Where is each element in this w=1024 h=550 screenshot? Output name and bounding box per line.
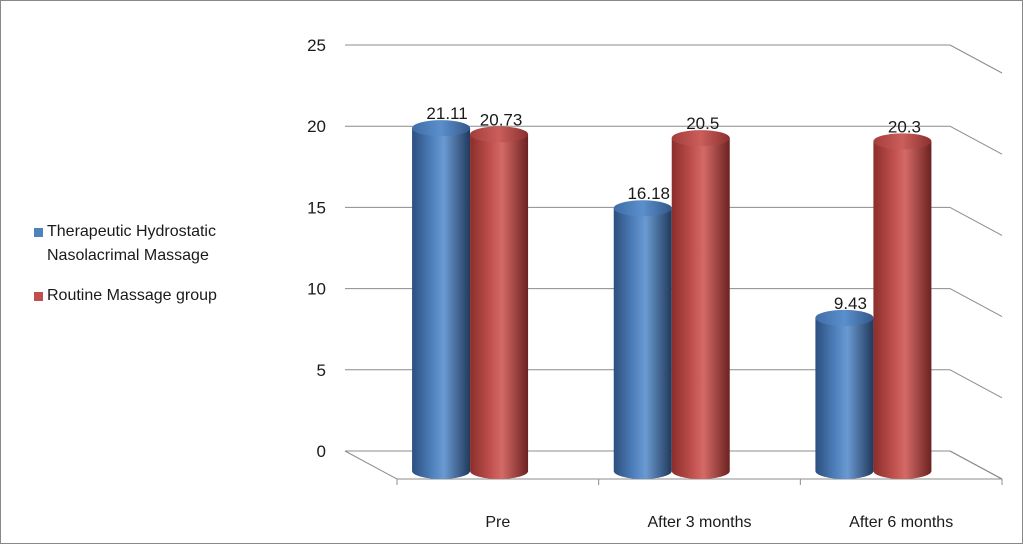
x-tick-label: After 6 months (849, 514, 953, 531)
legend-swatch-blue (34, 228, 43, 237)
bar-top (671, 130, 730, 147)
bar-layer (412, 120, 932, 480)
bar-top (613, 200, 672, 217)
bar (671, 130, 730, 479)
bar-top (815, 309, 874, 326)
bar-body (470, 134, 529, 480)
label-layer: 21.11 20.73 16.18 20.5 9.43 20.3 (426, 104, 921, 313)
data-label: 21.11 (426, 104, 467, 123)
bar (613, 200, 672, 479)
y-tick-label: 15 (307, 198, 326, 217)
y-tick-label: 0 (317, 442, 326, 461)
bar-top (873, 133, 932, 150)
y-tick-label: 10 (307, 280, 326, 299)
bar-body (412, 128, 471, 480)
bar-body (873, 141, 932, 479)
y-tick-label: 25 (307, 36, 326, 55)
gridline-depth (949, 206, 1003, 236)
bar (470, 126, 529, 480)
gridline-depth (949, 44, 1003, 74)
legend-label: Therapeutic Hydrostatic Nasolacrimal Mas… (47, 223, 216, 264)
bar (815, 309, 874, 479)
gridline-depth (949, 369, 1003, 399)
bar-top (412, 120, 471, 137)
bar (873, 133, 932, 479)
legend-swatch-red (34, 292, 43, 301)
data-label: 9.43 (834, 294, 867, 313)
y-tick-label: 20 (307, 117, 326, 136)
gridline-depth (949, 450, 1003, 480)
bar-top (470, 126, 529, 143)
x-tick-label: After 3 months (647, 514, 751, 531)
bar-body (815, 317, 874, 479)
data-label: 20.3 (888, 117, 921, 136)
data-label: 20.5 (686, 114, 719, 133)
legend-item-series-2: Routine Massage group (34, 284, 294, 308)
bar-body (671, 138, 730, 479)
gridline-depth (949, 288, 1003, 318)
legend-item-series-1: Therapeutic Hydrostatic Nasolacrimal Mas… (34, 220, 294, 268)
data-label: 16.18 (627, 184, 670, 203)
y-tick-label: 5 (317, 361, 326, 380)
bar (412, 120, 471, 480)
legend-label: Routine Massage group (47, 287, 217, 304)
gridline-depth (949, 125, 1003, 155)
axis-layer: 0 5 10 15 20 25 Pre After 3 months After 6 month… (307, 36, 1003, 531)
bar-body (613, 208, 672, 479)
data-label: 20.73 (480, 110, 523, 129)
x-tick-label: Pre (485, 514, 510, 531)
legend: Therapeutic Hydrostatic Nasolacrimal Mas… (34, 220, 294, 324)
